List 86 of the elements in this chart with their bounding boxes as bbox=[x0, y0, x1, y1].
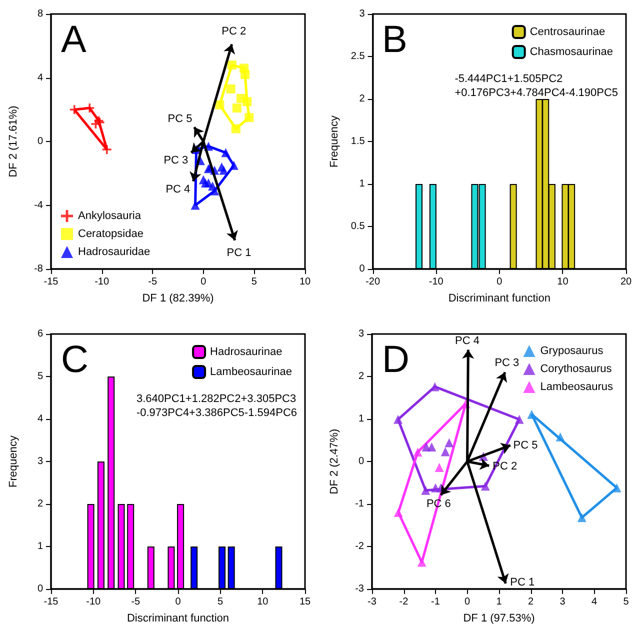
x-tick-label: -1 bbox=[431, 596, 440, 607]
x-tick-label: 10 bbox=[299, 276, 311, 288]
y-tick-label: 6 bbox=[37, 328, 44, 339]
y-axis-title: Frequency bbox=[328, 115, 340, 168]
y-tick-label: 3 bbox=[37, 456, 44, 466]
y-axis-title: DF 2 (17.61%) bbox=[8, 106, 20, 178]
chart-title: C bbox=[61, 338, 88, 380]
x-tick-label: -5 bbox=[131, 596, 141, 607]
x-axis-title: DF 1 (82.39%) bbox=[142, 292, 214, 304]
y-tick-label: 2 bbox=[359, 94, 366, 104]
annotation: PC 3 bbox=[164, 154, 188, 167]
x-tick-label: -3 bbox=[368, 596, 377, 607]
x-tick-label: 1 bbox=[496, 596, 502, 607]
y-tick-label: 3 bbox=[358, 328, 364, 339]
x-tick-label: 0 bbox=[175, 596, 182, 607]
y-tick-label: 5 bbox=[37, 370, 44, 382]
legend-label: Lambeosaurus bbox=[540, 380, 614, 392]
x-tick-label: 3 bbox=[560, 596, 566, 607]
y-axis-title: Frequency bbox=[8, 434, 20, 487]
y-tick-label: -2 bbox=[355, 540, 364, 552]
chart-title: D bbox=[382, 338, 410, 380]
legend-label: Gryposaurus bbox=[540, 344, 604, 356]
y-tick-label: 1.5 bbox=[350, 136, 366, 147]
chart-title: B bbox=[382, 19, 408, 61]
legend-label: Chasmosaurinae bbox=[530, 46, 613, 58]
legend-label: Ceratopsidae bbox=[78, 228, 144, 240]
y-tick-label: -4 bbox=[34, 200, 44, 211]
y-tick-label: 0 bbox=[358, 456, 364, 466]
y-tick-label: 0.5 bbox=[350, 221, 366, 232]
y-tick-label: -8 bbox=[34, 264, 44, 274]
x-tick-label: -20 bbox=[366, 276, 380, 288]
y-tick-label: 1 bbox=[37, 540, 44, 552]
y-tick-label: 4 bbox=[37, 413, 44, 424]
y-tick-label: 1 bbox=[358, 413, 364, 424]
chart-title: A bbox=[61, 19, 87, 61]
legend-label: Hadrosauridae bbox=[78, 246, 150, 258]
x-tick-label: 5 bbox=[251, 276, 258, 288]
annotation: PC 5 bbox=[168, 113, 192, 126]
x-tick-label: 0 bbox=[496, 276, 503, 288]
annotation: PC 2 bbox=[222, 26, 246, 38]
x-tick-label: 4 bbox=[591, 596, 598, 607]
legend-label: Lambeosaurinae bbox=[210, 366, 292, 378]
y-tick-label: 3 bbox=[359, 8, 366, 20]
y-tick-label: 1 bbox=[359, 178, 366, 190]
y-tick-label: 4 bbox=[37, 72, 44, 84]
annotation: PC 1 bbox=[226, 247, 252, 260]
x-axis-title: DF 1 (97.53%) bbox=[463, 612, 535, 624]
y-tick-label: -1 bbox=[355, 498, 364, 509]
x-tick-label: 10 bbox=[257, 596, 269, 607]
legend-label: Hadrosaurinae bbox=[210, 346, 282, 358]
y-tick-label: 2 bbox=[358, 370, 364, 382]
x-tick-label: -5 bbox=[148, 276, 158, 288]
annotation: PC 5 bbox=[513, 438, 538, 451]
y-tick-label: -3 bbox=[355, 583, 364, 594]
legend-label: Ankylosauria bbox=[78, 210, 142, 222]
y-tick-label: 8 bbox=[37, 8, 44, 20]
y-tick-label: 0 bbox=[37, 136, 44, 147]
y-axis-title: DF 2 (2.47%) bbox=[328, 428, 340, 494]
y-tick-label: 2 bbox=[37, 498, 44, 509]
annotation: PC 3 bbox=[494, 356, 520, 368]
x-tick-label: -10 bbox=[86, 596, 101, 607]
y-tick-label: 0 bbox=[359, 264, 366, 274]
x-tick-label: -10 bbox=[428, 276, 444, 288]
y-tick-label: 0 bbox=[37, 583, 44, 594]
x-tick-label: 10 bbox=[557, 276, 569, 288]
annotation: PC 1 bbox=[510, 576, 535, 588]
x-axis-title: Discriminant function bbox=[126, 612, 230, 624]
x-tick-label: 20 bbox=[620, 276, 632, 288]
x-tick-label: -15 bbox=[44, 596, 59, 607]
annotation: PC 4 bbox=[455, 334, 480, 347]
x-tick-label: 5 bbox=[218, 596, 224, 607]
annotation: 3.640PC1+1.282PC2+3.305PC3 -0.973PC4+3.386PC5-1.594PC6 bbox=[136, 392, 298, 418]
annotation: PC 4 bbox=[166, 183, 190, 196]
x-tick-label: 2 bbox=[528, 596, 534, 607]
legend-label: Centrosaurinae bbox=[530, 26, 606, 38]
x-axis-title: Discriminant function bbox=[448, 292, 550, 304]
x-tick-label: 0 bbox=[200, 276, 207, 288]
x-tick-label: -15 bbox=[44, 276, 59, 288]
x-tick-label: -2 bbox=[399, 596, 409, 607]
annotation: -5.444PC1+1.505PC2 +0.176PC3+4.784PC4-4.190PC5 bbox=[454, 73, 618, 99]
x-tick-label: 5 bbox=[623, 596, 630, 607]
y-tick-label: 2.5 bbox=[350, 51, 366, 62]
x-tick-label: 0 bbox=[464, 596, 470, 607]
x-tick-label: 15 bbox=[299, 596, 311, 607]
x-tick-label: -10 bbox=[94, 276, 110, 288]
legend-label: Corythosaurus bbox=[540, 362, 612, 374]
